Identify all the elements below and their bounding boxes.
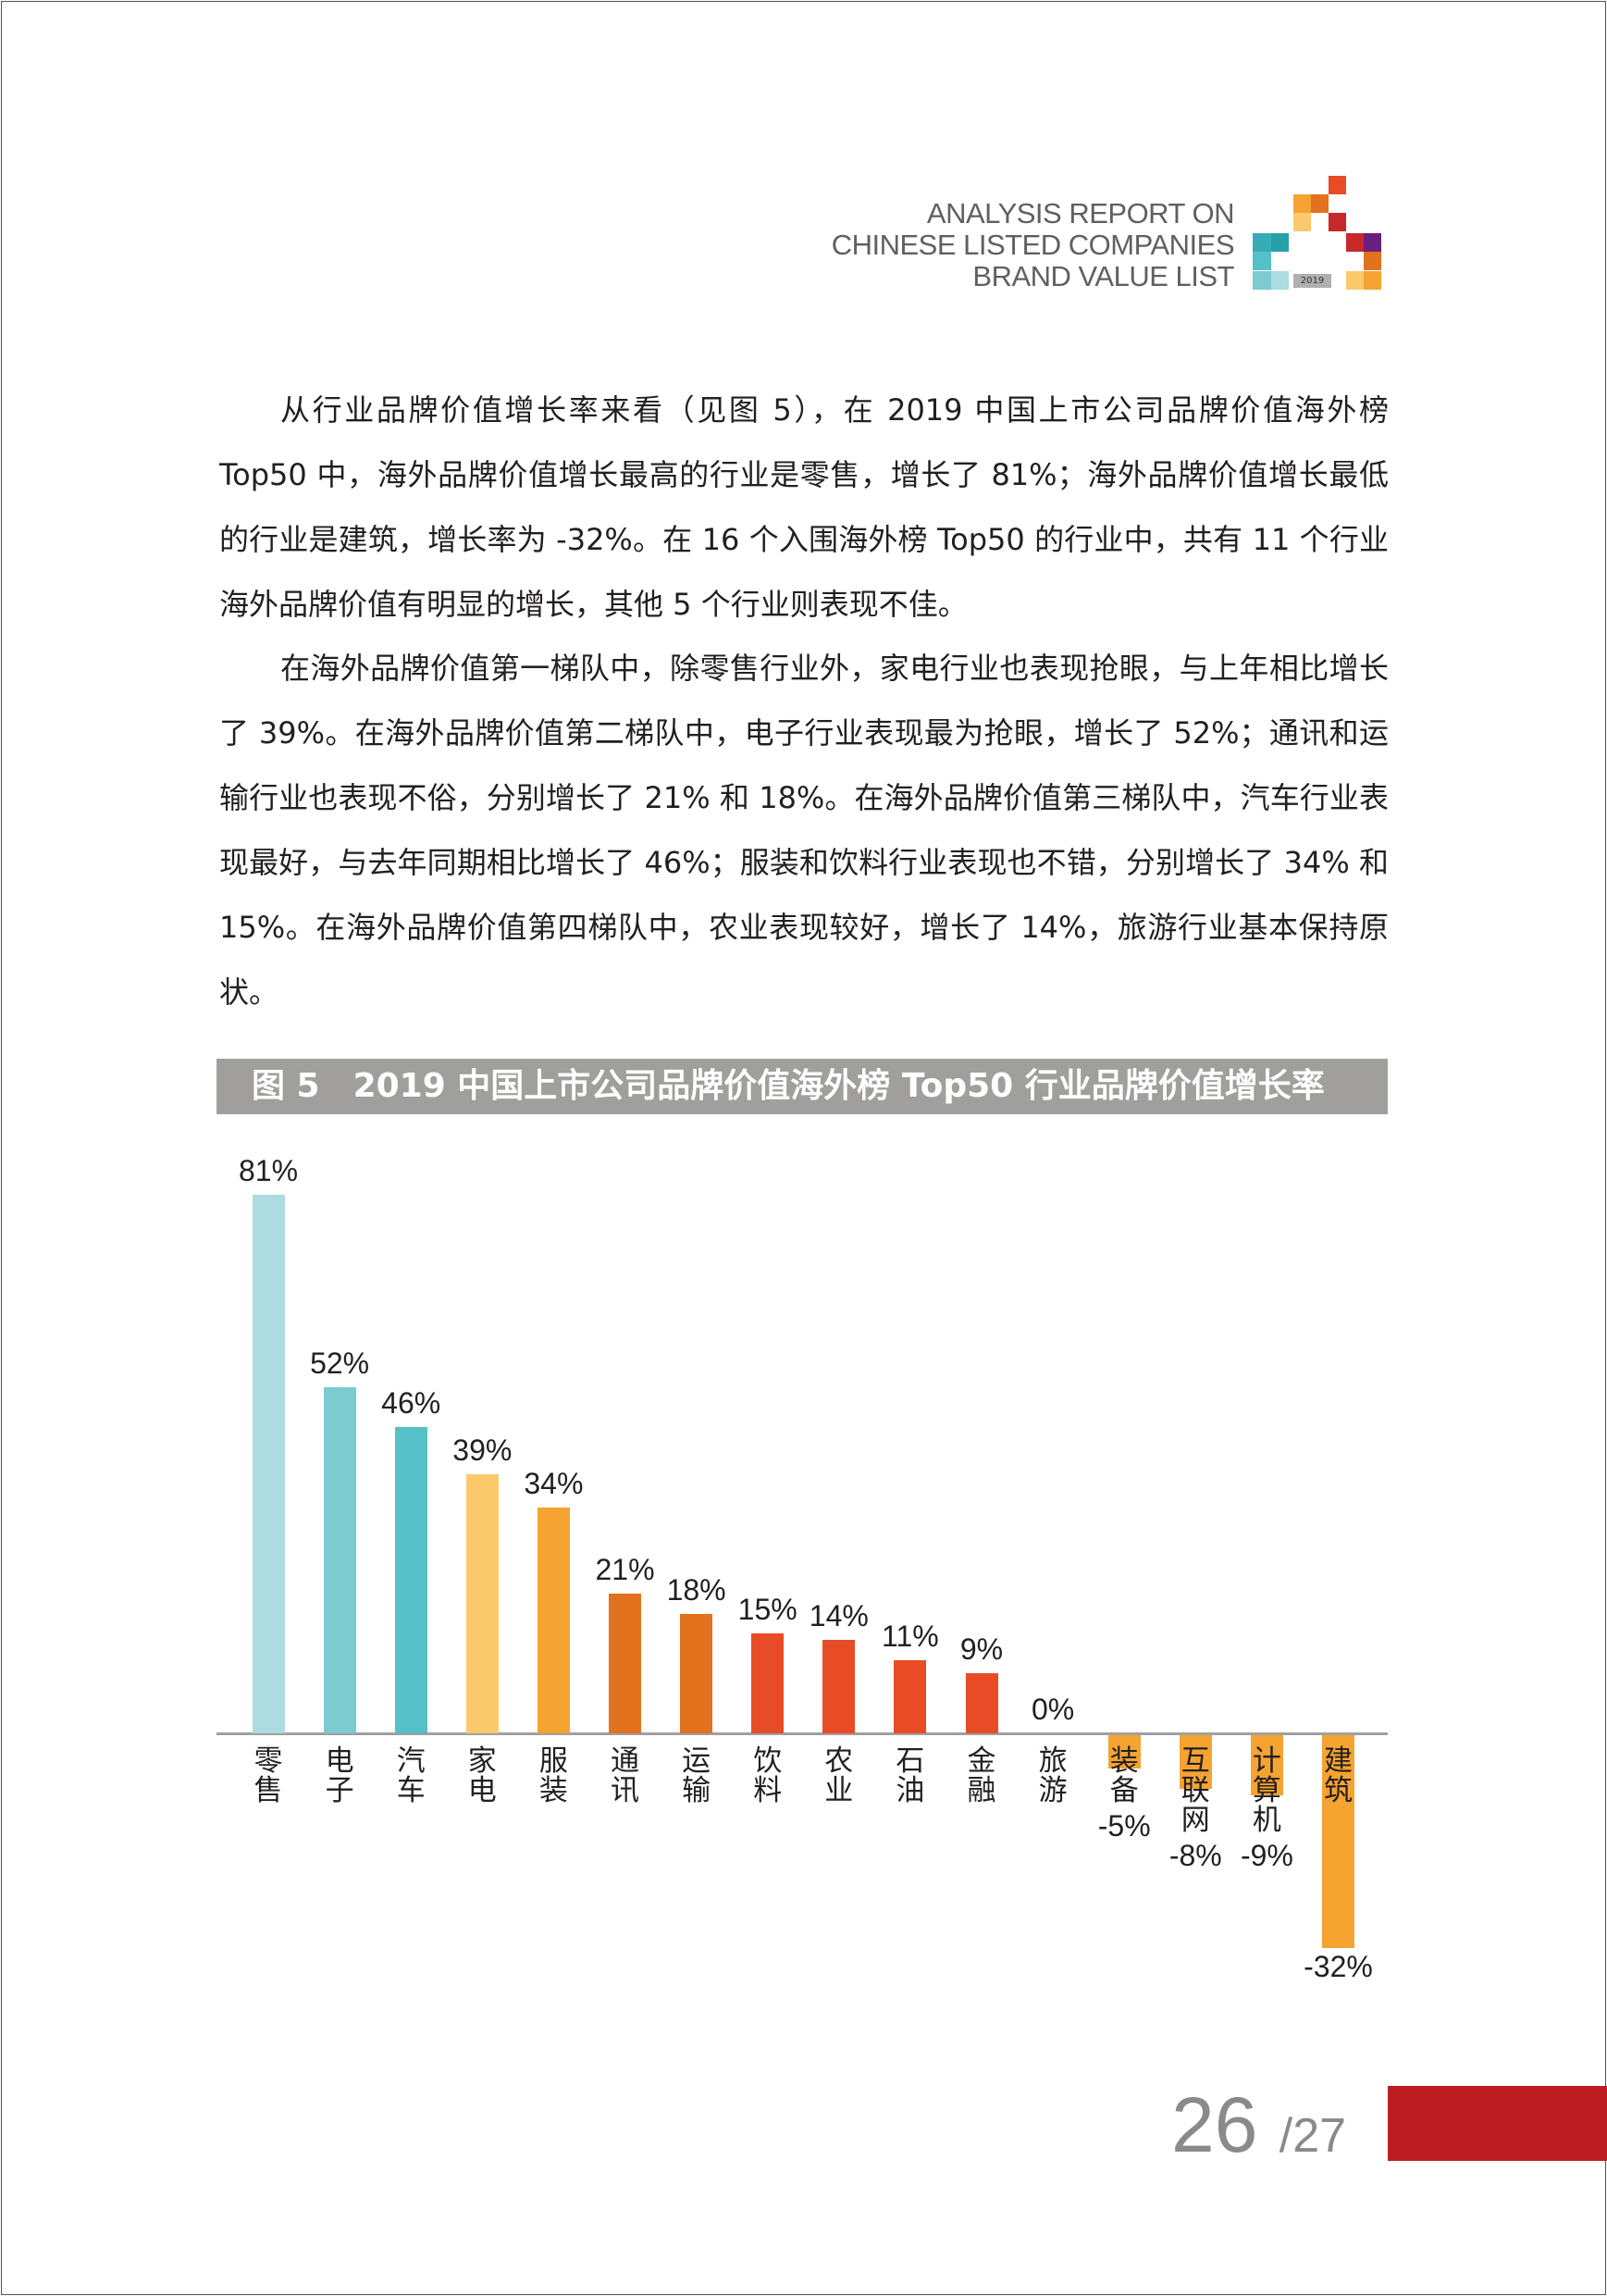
bar-零售 xyxy=(252,1194,285,1733)
category-label: 零售 xyxy=(253,1744,283,1807)
category-label: 农业 xyxy=(824,1744,854,1807)
value-label: 81% xyxy=(238,1153,299,1187)
bar-家电 xyxy=(465,1473,499,1733)
bar-石油 xyxy=(894,1659,927,1733)
figure-title: 图 5 2019 中国上市公司品牌价值海外榜 Top50 行业品牌价值增长率 xyxy=(216,1059,1388,1114)
value-label: 11% xyxy=(882,1619,939,1653)
bar-农业 xyxy=(822,1640,856,1733)
category-label: 旅游 xyxy=(1038,1744,1068,1807)
total-pages: /27 xyxy=(1279,2109,1347,2163)
page-number: 26 /27 xyxy=(1171,2080,1346,2170)
body-paragraph: 从行业品牌价值增长率来看（见图 5），在 2019 中国上市公司品牌价值海外榜 … xyxy=(219,392,1389,622)
value-label: -8% xyxy=(1168,1839,1222,1872)
value-label: 46% xyxy=(381,1386,441,1421)
bar-饮料 xyxy=(751,1633,785,1733)
logo-year: 2019 xyxy=(1293,274,1331,288)
value-label: -5% xyxy=(1097,1809,1151,1843)
category-label: 服装 xyxy=(538,1744,568,1807)
category-label: 家电 xyxy=(467,1744,497,1807)
value-label: 52% xyxy=(310,1347,370,1381)
value-label: 39% xyxy=(452,1433,513,1467)
value-label: 0% xyxy=(1031,1693,1075,1726)
category-label: 互联网 xyxy=(1181,1744,1210,1837)
value-label: 18% xyxy=(666,1572,726,1607)
bar-计算机 xyxy=(1250,1735,1283,1795)
bar-汽车 xyxy=(394,1427,427,1733)
category-label: 电子 xyxy=(325,1744,354,1807)
bar-运输 xyxy=(680,1613,713,1733)
body-paragraph: 在海外品牌价值第一梯队中，除零售行业外，家电行业也表现抢眼，与上年相比增长了 3… xyxy=(219,651,1389,1010)
value-label: 15% xyxy=(737,1593,797,1627)
header-line: CHINESE LISTED COMPANIES xyxy=(831,229,1235,261)
value-label: 21% xyxy=(595,1553,655,1586)
value-label: -9% xyxy=(1240,1839,1293,1872)
bar-建筑 xyxy=(1322,1735,1354,1949)
bar-服装 xyxy=(537,1507,570,1733)
report-logo: 2019 xyxy=(1253,176,1388,291)
category-label: 建筑 xyxy=(1324,1744,1353,1807)
category-label: 运输 xyxy=(682,1744,711,1807)
category-label: 汽车 xyxy=(396,1744,426,1807)
category-label: 装备 xyxy=(1109,1744,1139,1807)
page-accent-bar xyxy=(1388,2086,1607,2161)
category-label: 石油 xyxy=(896,1744,925,1807)
value-label: 34% xyxy=(524,1466,584,1500)
bar-通讯 xyxy=(609,1594,641,1733)
value-label: 14% xyxy=(809,1599,869,1633)
value-label: -32% xyxy=(1304,1950,1373,1984)
bar-装备 xyxy=(1107,1735,1141,1769)
category-label: 金融 xyxy=(967,1744,996,1807)
current-page: 26 xyxy=(1171,2081,1258,2168)
header-line: ANALYSIS REPORT ON xyxy=(926,197,1235,230)
category-label: 计算机 xyxy=(1252,1744,1281,1837)
chart-baseline xyxy=(216,1732,1388,1735)
header-line: BRAND VALUE LIST xyxy=(972,260,1234,292)
category-label: 饮料 xyxy=(753,1744,783,1807)
value-label: 9% xyxy=(959,1632,1004,1667)
bar-电子 xyxy=(323,1387,356,1733)
bar-互联网 xyxy=(1179,1735,1212,1789)
report-header: ANALYSIS REPORT ON CHINESE LISTED COMPAN… xyxy=(831,197,1235,292)
bar-金融 xyxy=(965,1673,998,1733)
category-label: 通讯 xyxy=(611,1744,639,1807)
